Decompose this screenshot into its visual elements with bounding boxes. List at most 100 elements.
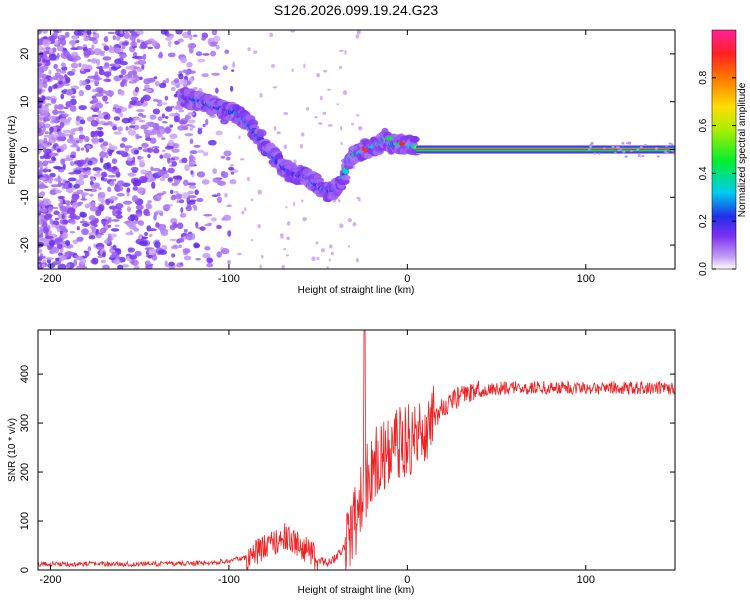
- noise-speckle: [108, 91, 113, 98]
- noise-speckle: [210, 217, 217, 222]
- noise-speckle: [167, 177, 173, 182]
- noise-speckle: [179, 79, 188, 85]
- noise-speckle: [48, 240, 56, 246]
- noise-speckle: [205, 118, 209, 126]
- noise-speckle: [114, 224, 120, 228]
- noise-speckle: [150, 166, 154, 171]
- noise-speck: [305, 106, 310, 111]
- noise-speck: [286, 254, 290, 257]
- noise-speckle: [65, 263, 71, 269]
- noise-speckle: [169, 238, 177, 242]
- noise-speckle: [56, 136, 65, 141]
- noise-speckle: [53, 166, 63, 170]
- noise-speckle: [173, 190, 179, 194]
- noise-speckle: [70, 62, 79, 69]
- noise-speckle: [227, 230, 232, 237]
- noise-speckle: [71, 68, 76, 73]
- colorbar-tick-label: 0.0: [698, 262, 709, 276]
- noise-speckle: [149, 114, 157, 120]
- noise-speckle: [56, 243, 63, 250]
- noise-speckle: [188, 70, 196, 74]
- noise-speckle: [98, 138, 104, 143]
- noise-speckle: [105, 198, 111, 206]
- noise-speckle: [111, 219, 120, 222]
- noise-speckle: [176, 238, 185, 243]
- noise-speckle: [109, 63, 117, 67]
- noise-speckle: [50, 98, 57, 105]
- snr-ytick-label: 300: [19, 414, 31, 432]
- noise-speckle: [230, 171, 235, 175]
- band-speck: [624, 155, 628, 158]
- noise-speckle: [99, 130, 104, 137]
- noise-speckle: [38, 88, 42, 95]
- ridge-hotspot: [361, 147, 368, 152]
- noise-speckle: [121, 117, 131, 124]
- noise-speckle: [51, 224, 57, 228]
- noise-speckle: [129, 254, 138, 260]
- noise-speckle: [149, 228, 157, 232]
- noise-speckle: [114, 107, 122, 114]
- snr-xtick-label: 0: [404, 574, 410, 586]
- noise-speckle: [113, 104, 119, 108]
- band-speck: [670, 143, 674, 146]
- noise-speckle: [154, 241, 161, 249]
- noise-speckle: [56, 148, 61, 153]
- noise-speckle: [93, 173, 102, 177]
- noise-speckle: [42, 222, 47, 228]
- noise-speckle: [207, 139, 217, 146]
- noise-speckle: [48, 136, 57, 144]
- spectrogram-heatmap: [38, 30, 675, 269]
- noise-speckle: [73, 30, 82, 36]
- noise-speckle: [196, 171, 206, 178]
- band-speck: [590, 142, 594, 145]
- noise-speckle: [202, 151, 209, 157]
- noise-speckle: [38, 39, 44, 46]
- noise-speckle: [147, 254, 153, 259]
- noise-speckle: [161, 244, 168, 251]
- noise-speck: [356, 30, 361, 34]
- noise-speckle: [190, 170, 194, 175]
- noise-speck: [280, 235, 284, 239]
- noise-speckle: [151, 181, 156, 189]
- noise-speck: [318, 122, 323, 126]
- noise-speckle: [65, 251, 69, 258]
- noise-speck: [339, 49, 344, 53]
- noise-speckle: [39, 166, 44, 174]
- noise-speckle: [38, 123, 42, 129]
- noise-speckle: [121, 78, 127, 84]
- band-speck: [613, 152, 617, 155]
- band-speck: [641, 154, 645, 157]
- noise-speckle: [145, 137, 152, 141]
- noise-speckle: [181, 157, 188, 164]
- noise-speckle: [135, 212, 143, 217]
- noise-speckle: [112, 35, 117, 41]
- noise-speckle: [38, 192, 45, 197]
- noise-speckle: [107, 174, 116, 178]
- noise-speckle: [75, 255, 84, 261]
- noise-speckle: [47, 169, 52, 172]
- noise-speckle: [83, 188, 93, 192]
- noise-speckle: [131, 166, 139, 172]
- noise-speckle: [216, 251, 222, 258]
- noise-speck: [250, 239, 254, 242]
- noise-speckle: [70, 163, 75, 166]
- noise-speck: [247, 47, 251, 52]
- noise-speckle: [169, 224, 176, 231]
- noise-speckle: [197, 58, 206, 63]
- noise-speckle: [44, 235, 54, 239]
- noise-speckle: [54, 39, 59, 46]
- noise-speckle: [177, 222, 184, 230]
- noise-speckle: [116, 207, 122, 212]
- noise-speckle: [180, 56, 187, 64]
- noise-speckle: [126, 157, 133, 162]
- noise-speckle: [134, 86, 140, 93]
- noise-speckle: [43, 36, 48, 40]
- noise-speckle: [130, 41, 138, 47]
- noise-speckle: [175, 116, 181, 123]
- noise-speckle: [112, 255, 116, 258]
- noise-speckle: [56, 128, 61, 132]
- noise-speckle: [47, 263, 56, 269]
- noise-speckle: [87, 160, 93, 166]
- band-speck: [643, 144, 647, 147]
